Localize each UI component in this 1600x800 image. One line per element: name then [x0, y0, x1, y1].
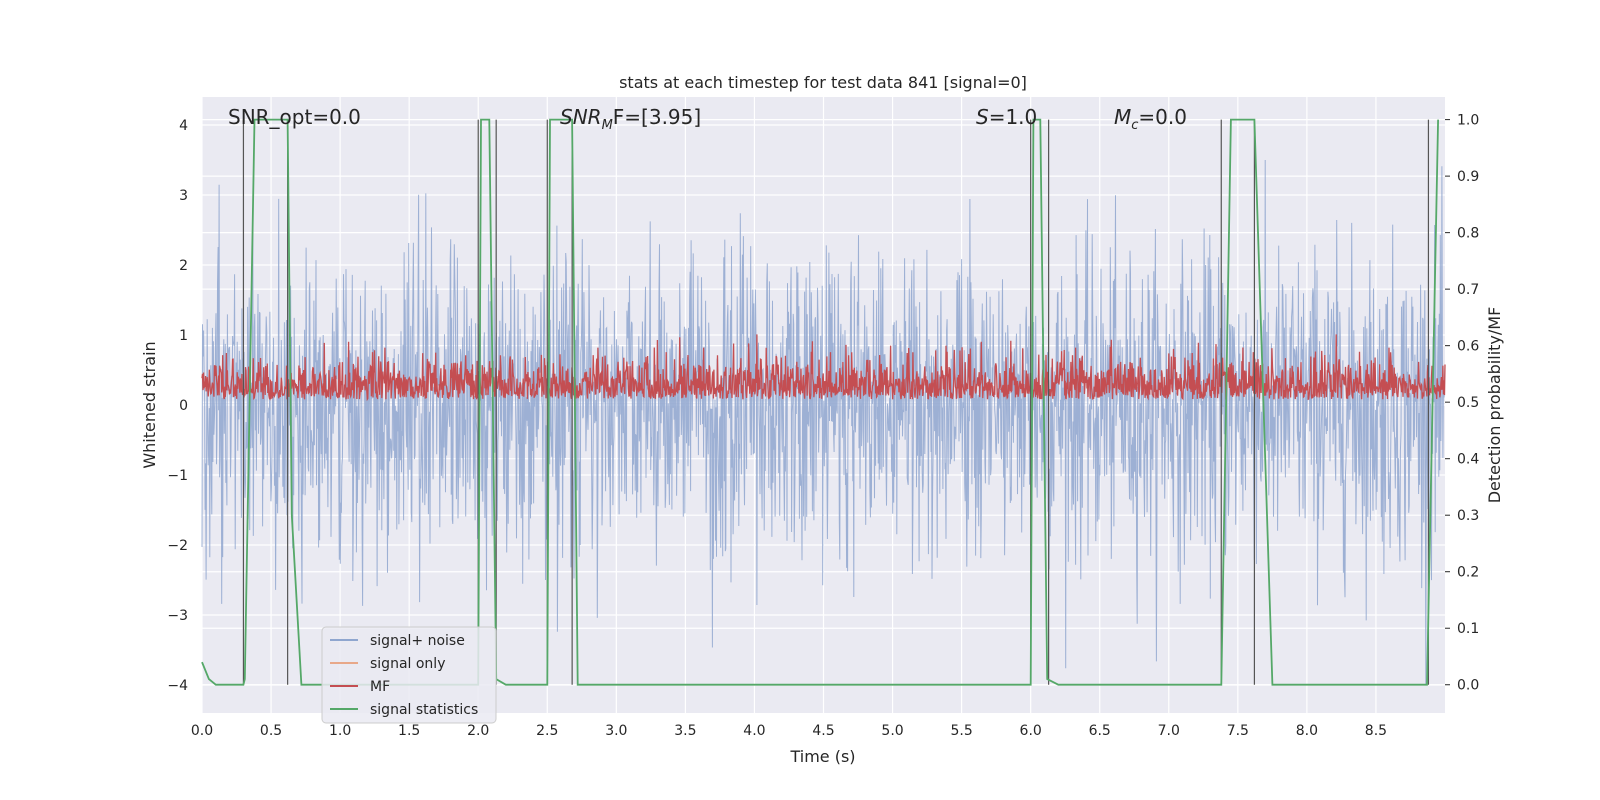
- y2-tick-label: 0.4: [1457, 452, 1479, 468]
- y-tick-label: 0: [179, 398, 188, 414]
- snr-opt-annotation: SNR_opt=0.0: [228, 105, 361, 129]
- y-tick-label: −1: [167, 468, 188, 484]
- signal-noise-line: [201, 159, 1446, 686]
- legend-label-signal-only: signal only: [370, 656, 445, 672]
- y2-ticks: 1.0 0.9 0.8 0.7 0.6 0.5 0.4 0.3 0.2 0.1 0.0: [1445, 113, 1479, 694]
- snr-mf-main: SNR: [560, 105, 602, 129]
- x-tick-label: 3.5: [674, 723, 696, 739]
- y2-tick-label: 1.0: [1457, 113, 1479, 129]
- s-tail: =1.0: [989, 105, 1038, 129]
- x-tick-label: 4.5: [812, 723, 834, 739]
- x-tick-label: 5.5: [950, 723, 972, 739]
- x-tick-label: 6.0: [1020, 723, 1042, 739]
- x-tick-label: 5.0: [881, 723, 903, 739]
- mf-series: [201, 334, 1446, 402]
- snr-mf-annotation: SNRMF=[3.95]: [560, 105, 701, 133]
- chart-title: stats at each timestep for test data 841…: [619, 73, 1027, 92]
- mc-main: M: [1114, 105, 1131, 129]
- y2-axis-label: Detection probability/MF: [1485, 307, 1504, 504]
- x-ticks: 0.0 0.5 1.0 1.5 2.0 2.5 3.0 3.5 4.0 4.5 5.0 5.5 6.0 6…: [191, 723, 1387, 739]
- y2-tick-label: 0.9: [1457, 169, 1479, 185]
- y2-tick-label: 0.3: [1457, 508, 1479, 524]
- x-tick-label: 3.0: [605, 723, 627, 739]
- mc-sub: c: [1131, 118, 1138, 133]
- y2-tick-label: 0.8: [1457, 226, 1479, 242]
- y-tick-label: −4: [167, 678, 188, 694]
- x-tick-label: 7.0: [1158, 723, 1180, 739]
- snr-mf-sub: M: [602, 118, 613, 133]
- signal-statistics-series: [201, 118, 1439, 686]
- y2-tick-label: 0.7: [1457, 282, 1479, 298]
- y-tick-label: 3: [179, 188, 188, 204]
- s-main: S: [976, 105, 989, 129]
- mc-annotation: Mc=0.0: [1114, 105, 1187, 133]
- y2-tick-label: 0.2: [1457, 565, 1479, 581]
- signal-noise-series: [201, 159, 1446, 686]
- x-tick-label: 1.5: [398, 723, 420, 739]
- y-tick-label: −2: [167, 538, 188, 554]
- legend-label-mf: MF: [370, 679, 390, 695]
- legend-label-statistics: signal statistics: [370, 702, 478, 718]
- signal-statistics-line: [201, 118, 1439, 686]
- y-ticks: 4 3 2 1 0 −1 −2 −3 −4: [167, 118, 188, 694]
- x-tick-label: 6.5: [1089, 723, 1111, 739]
- mf-line: [201, 334, 1446, 402]
- legend: signal+ noise signal only MF signal stat…: [321, 626, 497, 724]
- x-axis-label: Time (s): [789, 747, 855, 766]
- y-axis-label: Whitened strain: [140, 341, 159, 468]
- y-tick-label: 4: [179, 118, 188, 134]
- snr-mf-tail: F=[3.95]: [613, 105, 701, 129]
- s-annotation: S=1.0: [976, 105, 1037, 129]
- y-tick-label: −3: [167, 608, 188, 624]
- y2-tick-label: 0.5: [1457, 395, 1479, 411]
- x-tick-label: 0.5: [260, 723, 282, 739]
- y2-tick-label: 0.1: [1457, 621, 1479, 637]
- y2-tick-label: 0.6: [1457, 339, 1479, 355]
- x-tick-label: 0.0: [191, 723, 213, 739]
- legend-box: [321, 626, 497, 724]
- mc-tail: =0.0: [1138, 105, 1187, 129]
- x-tick-label: 1.0: [329, 723, 351, 739]
- y-tick-label: 1: [179, 328, 188, 344]
- x-tick-label: 8.0: [1296, 723, 1318, 739]
- y2-tick-label: 0.0: [1457, 678, 1479, 694]
- x-tick-label: 7.5: [1227, 723, 1249, 739]
- x-tick-label: 2.0: [467, 723, 489, 739]
- y-tick-label: 2: [179, 258, 188, 274]
- x-tick-label: 2.5: [536, 723, 558, 739]
- legend-label-noise: signal+ noise: [370, 633, 465, 649]
- x-tick-label: 8.5: [1365, 723, 1387, 739]
- x-tick-label: 4.0: [743, 723, 765, 739]
